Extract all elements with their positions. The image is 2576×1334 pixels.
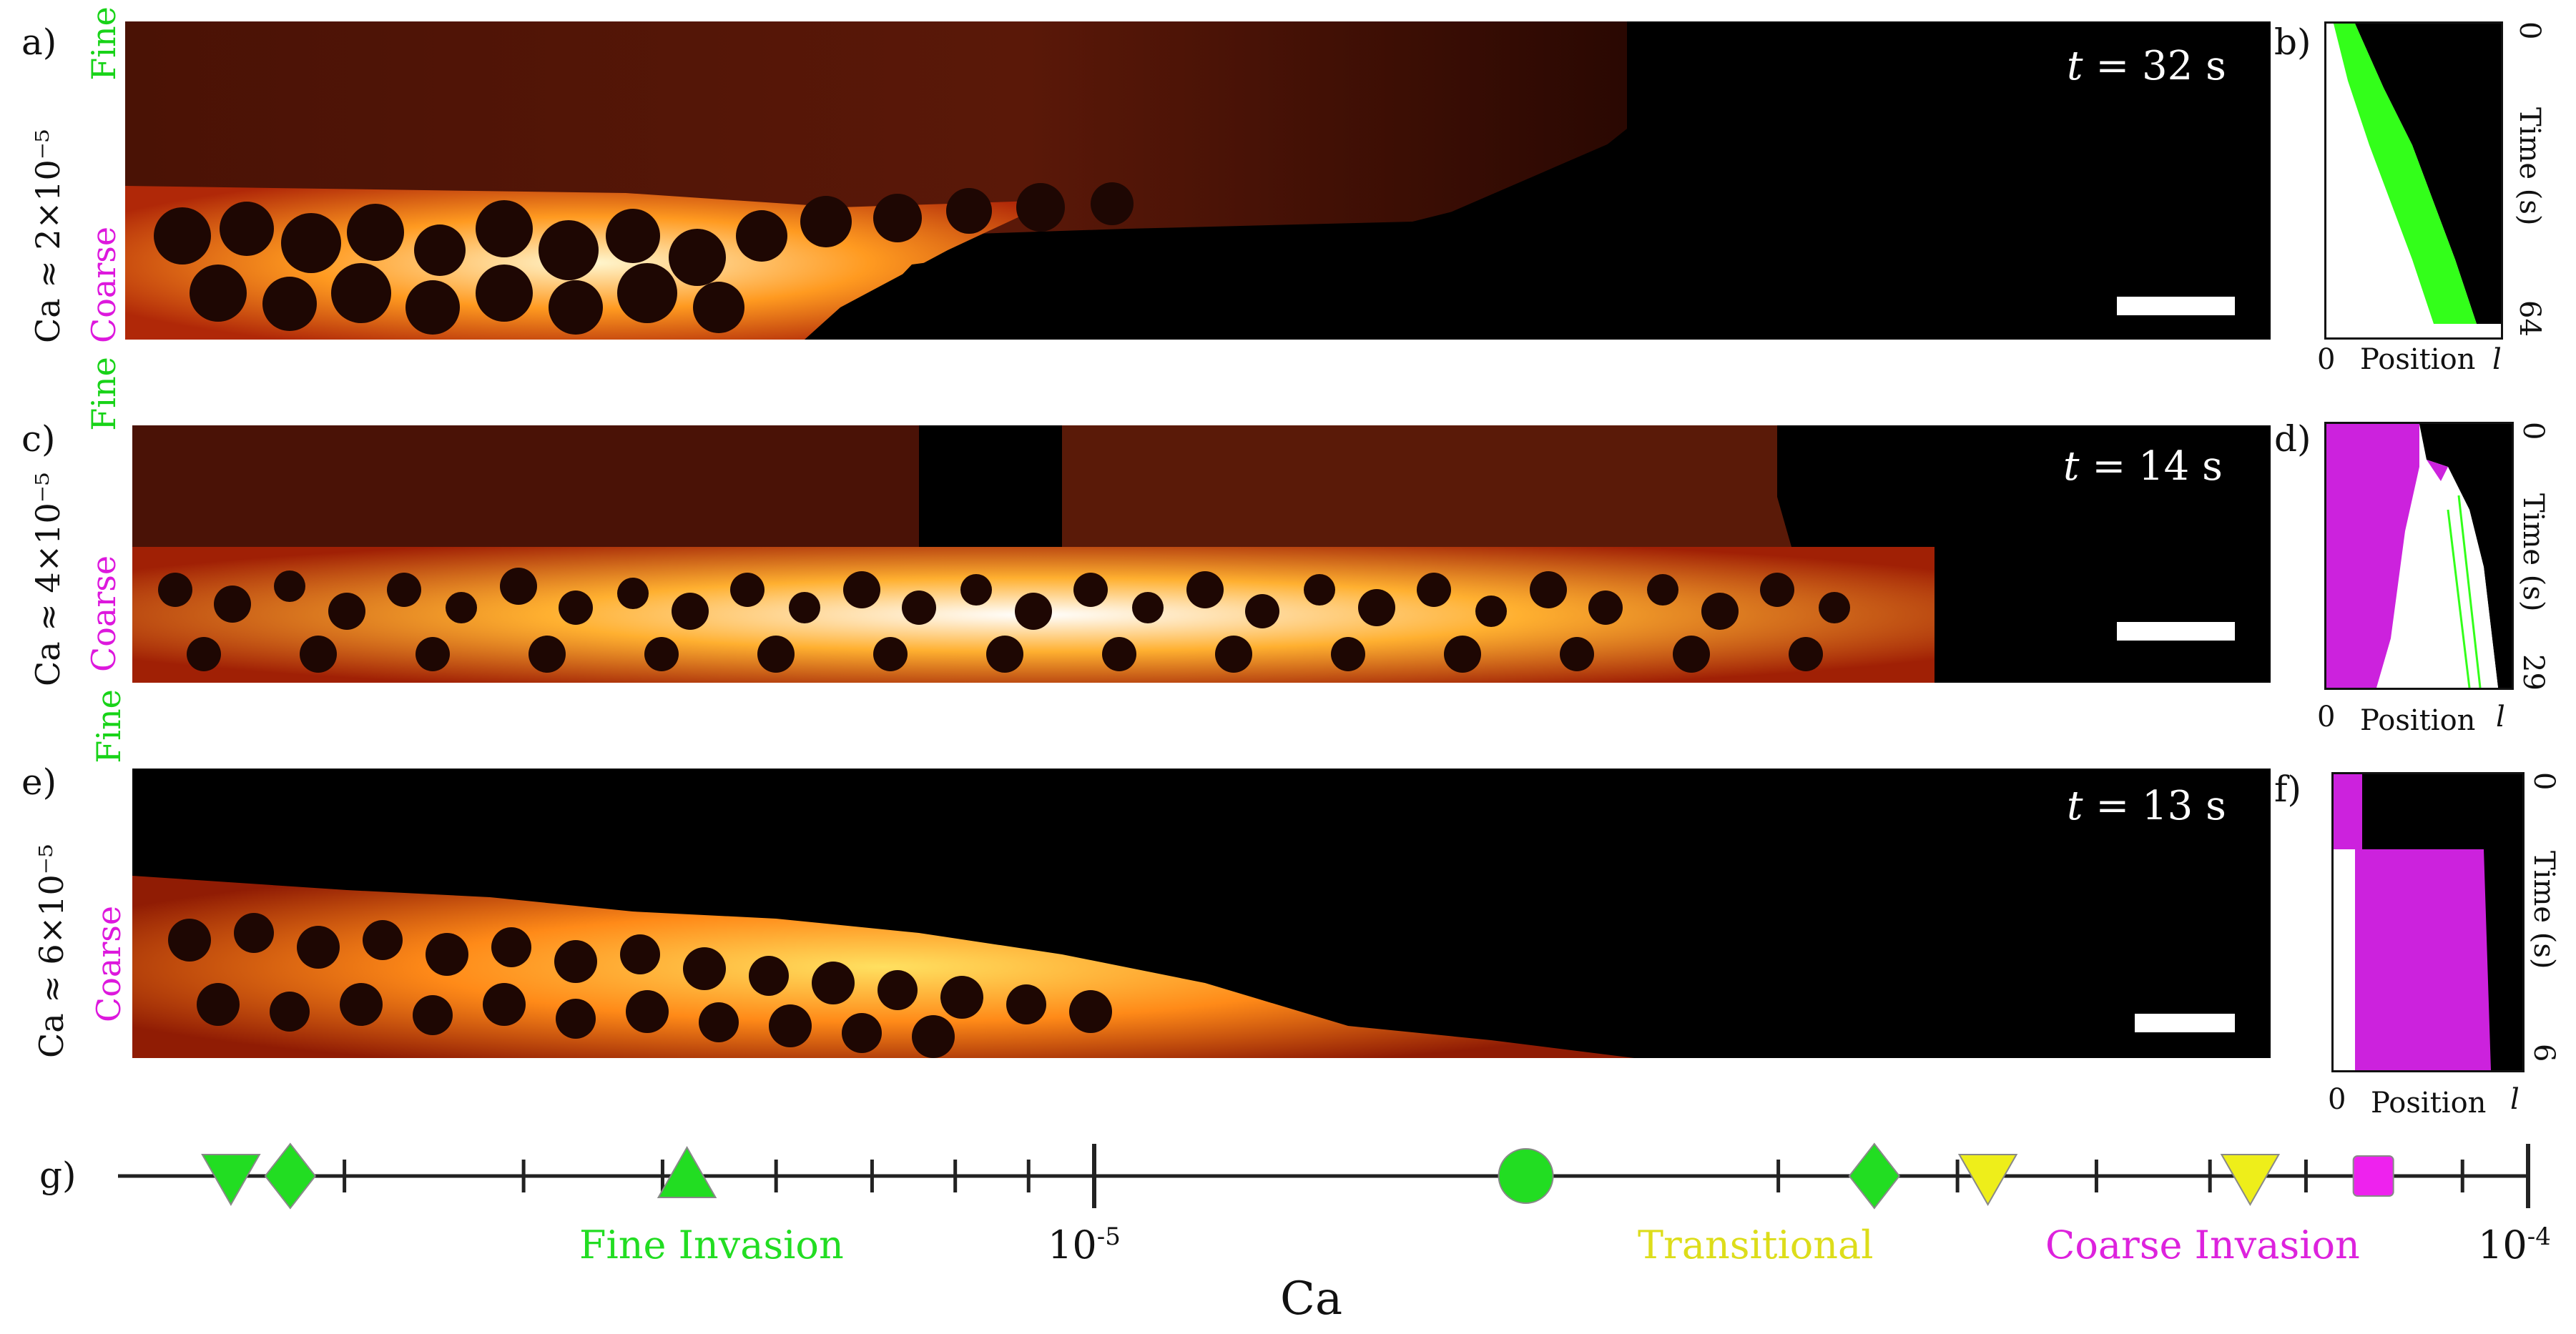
kymo-f-y-label: Time (s): [2527, 851, 2560, 969]
fine-coarse-label-row2: Coarse Fine: [84, 357, 123, 672]
kymo-b-y-end: 64: [2513, 300, 2546, 337]
time-symbol: t: [2063, 443, 2080, 490]
panel-label-d: d): [2274, 418, 2311, 460]
fine-label: Fine: [84, 357, 123, 431]
time-value: = 13 s: [2095, 783, 2226, 829]
time-annotation-a: t = 32 s: [2067, 43, 2226, 89]
kymograph-f-graphic: [2334, 774, 2522, 1070]
marker-circle: [1498, 1148, 1554, 1204]
fine-label: Fine: [84, 6, 123, 81]
panel-label-f: f): [2274, 769, 2302, 810]
time-symbol: t: [2067, 783, 2083, 829]
tick-label-1e-4: 10-4: [2478, 1222, 2551, 1268]
kymo-d-x-label: Position: [2360, 704, 2476, 737]
kymo-f-y-start: 0: [2527, 772, 2560, 791]
kymo-d-y-start: 0: [2517, 422, 2550, 440]
kymo-b-x-label: Position: [2360, 343, 2476, 376]
tick-exp: -5: [1096, 1222, 1121, 1251]
panel-label-g: g): [39, 1155, 77, 1196]
panel-label-a: a): [21, 21, 57, 63]
coarse-label: Coarse: [84, 555, 123, 672]
kymograph-d-graphic: [2326, 424, 2512, 688]
ca-axis: [118, 1142, 2530, 1210]
category-coarse-invasion: Coarse Invasion: [2045, 1222, 2360, 1268]
kymograph-f: [2331, 772, 2525, 1072]
x-axis-title: Ca: [1280, 1273, 1343, 1325]
tick-label-1e-5: 10-5: [1048, 1222, 1121, 1268]
panel-label-c: c): [21, 418, 56, 460]
kymo-f-x-start: 0: [2328, 1083, 2346, 1116]
kymo-d-y-end: 29: [2517, 654, 2550, 691]
microscopy-image-c: [132, 425, 2271, 683]
kymo-f-y-end: 6: [2527, 1044, 2560, 1062]
axis-markers: [201, 1142, 2394, 1210]
micrograph-e-graphic: [132, 876, 1634, 1058]
kymo-d-y-label: Time (s): [2517, 493, 2550, 612]
time-value: = 32 s: [2095, 43, 2226, 89]
ca-label-row1: Ca ≈ 2×10⁻⁵: [29, 129, 67, 343]
kymograph-d: [2324, 422, 2514, 690]
scale-bar-e: [2135, 1014, 2235, 1032]
category-fine-invasion: Fine Invasion: [579, 1222, 844, 1268]
ca-text: Ca ≈ 2×10⁻⁵: [29, 129, 67, 343]
marker-triangle-down: [201, 1154, 261, 1207]
kymo-b-y-start: 0: [2513, 21, 2546, 40]
kymo-d-x-start: 0: [2317, 701, 2336, 733]
microscopy-image-e: [132, 769, 2271, 1058]
category-transitional: Transitional: [1638, 1222, 1874, 1268]
tick-exp: -4: [2527, 1222, 2551, 1251]
fine-coarse-label-row1: Coarse Fine: [84, 6, 123, 343]
ca-label-row3: Ca ≈ 6×10⁻⁵: [32, 844, 71, 1058]
kymo-b-y-label: Time (s): [2513, 107, 2546, 226]
fine-label: Fine: [89, 689, 128, 764]
kymo-b-x-end: l: [2492, 343, 2502, 376]
time-annotation-c: t = 14 s: [2063, 443, 2223, 490]
ca-text: Ca ≈ 6×10⁻⁵: [32, 844, 71, 1058]
kymograph-b-graphic: [2326, 24, 2501, 324]
scale-bar-c: [2117, 622, 2235, 641]
coarse-label: Coarse: [84, 226, 123, 343]
fine-coarse-label-row3: Coarse Fine: [89, 689, 128, 1022]
microscopy-image-a: [125, 21, 2271, 340]
tick-base: 10: [1048, 1222, 1097, 1268]
time-annotation-e: t = 13 s: [2067, 783, 2226, 829]
marker-square: [2352, 1155, 2394, 1197]
marker-triangle-down: [2220, 1154, 2281, 1207]
kymo-f-x-end: l: [2510, 1083, 2520, 1116]
panel-label-b: b): [2274, 21, 2311, 63]
kymo-d-x-end: l: [2496, 701, 2505, 733]
ca-text: Ca ≈ 4×10⁻⁵: [29, 472, 67, 686]
marker-triangle-down: [1957, 1154, 2018, 1207]
kymo-f-x-label: Position: [2371, 1087, 2487, 1120]
time-symbol: t: [2067, 43, 2083, 89]
marker-triangle-up: [657, 1145, 717, 1198]
time-value: = 14 s: [2092, 443, 2223, 490]
tick-base: 10: [2478, 1222, 2527, 1268]
coarse-label: Coarse: [89, 905, 128, 1022]
ca-label-row2: Ca ≈ 4×10⁻⁵: [29, 473, 67, 686]
kymograph-b: [2324, 21, 2503, 340]
micrograph-a-graphic: [125, 21, 2271, 340]
marker-diamond: [1848, 1142, 1901, 1210]
scale-bar-a: [2117, 297, 2235, 315]
panel-label-e: e): [21, 761, 57, 803]
kymo-b-x-start: 0: [2317, 343, 2336, 376]
micrograph-c-graphic: [132, 425, 1935, 683]
marker-diamond: [264, 1142, 317, 1210]
